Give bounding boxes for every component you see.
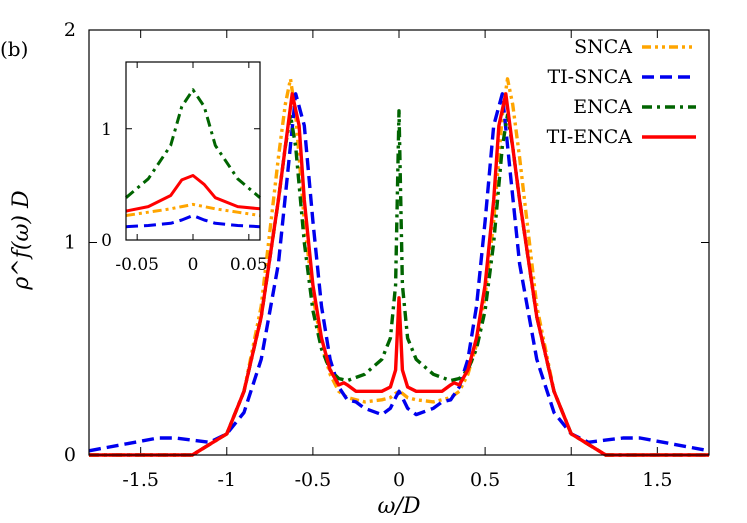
series-line-ti-enca xyxy=(89,92,709,457)
inset-series-line-snca xyxy=(125,202,261,217)
inset-x-tick-label: 0.05 xyxy=(230,255,268,275)
x-axis-label: ω/D xyxy=(378,494,421,519)
inset-series-line-ti-enca xyxy=(125,174,261,213)
plot-frame xyxy=(88,29,710,456)
y-tick-label: 1 xyxy=(64,232,76,254)
panel-label: (b) xyxy=(0,37,28,61)
inset-lines xyxy=(125,88,261,229)
inset-x-tick-label: 0 xyxy=(188,255,199,275)
inset-frame xyxy=(125,61,261,241)
legend: SNCA TI-SNCA ENCA TI-ENCA xyxy=(547,36,696,148)
legend-label-enca: ENCA xyxy=(573,96,632,118)
legend-label-snca: SNCA xyxy=(574,36,632,58)
y-tick-label: 2 xyxy=(64,19,76,41)
x-tick-label: 1 xyxy=(565,469,577,491)
x-tick-label: -1 xyxy=(218,469,237,491)
main-lines xyxy=(88,77,710,457)
legend-label-ti-enca: TI-ENCA xyxy=(547,126,633,148)
y-tick-label: 0 xyxy=(64,444,76,466)
series-line-ti-snca xyxy=(88,92,710,453)
y-axis-label: ρ^f(ω) D xyxy=(9,190,34,291)
inset-y-tick-label: 1 xyxy=(101,120,112,140)
x-tick-label: -0.5 xyxy=(295,469,332,491)
inset-series-line-enca xyxy=(125,88,261,199)
inset-y-tick-label: 0 xyxy=(101,231,112,251)
legend-label-ti-snca: TI-SNCA xyxy=(548,66,633,88)
main-ticks: -1.5 -1 -0.5 0 0.5 1 1.5 0 1 2 xyxy=(64,19,709,491)
series-line-snca xyxy=(89,77,709,457)
x-tick-label: 1.5 xyxy=(642,469,672,491)
inset-series-line-ti-snca xyxy=(125,214,261,229)
inset-x-tick-label: -0.05 xyxy=(115,255,159,275)
x-tick-label: 0 xyxy=(393,469,405,491)
x-tick-label: -1.5 xyxy=(122,469,159,491)
x-tick-label: 0.5 xyxy=(470,469,500,491)
